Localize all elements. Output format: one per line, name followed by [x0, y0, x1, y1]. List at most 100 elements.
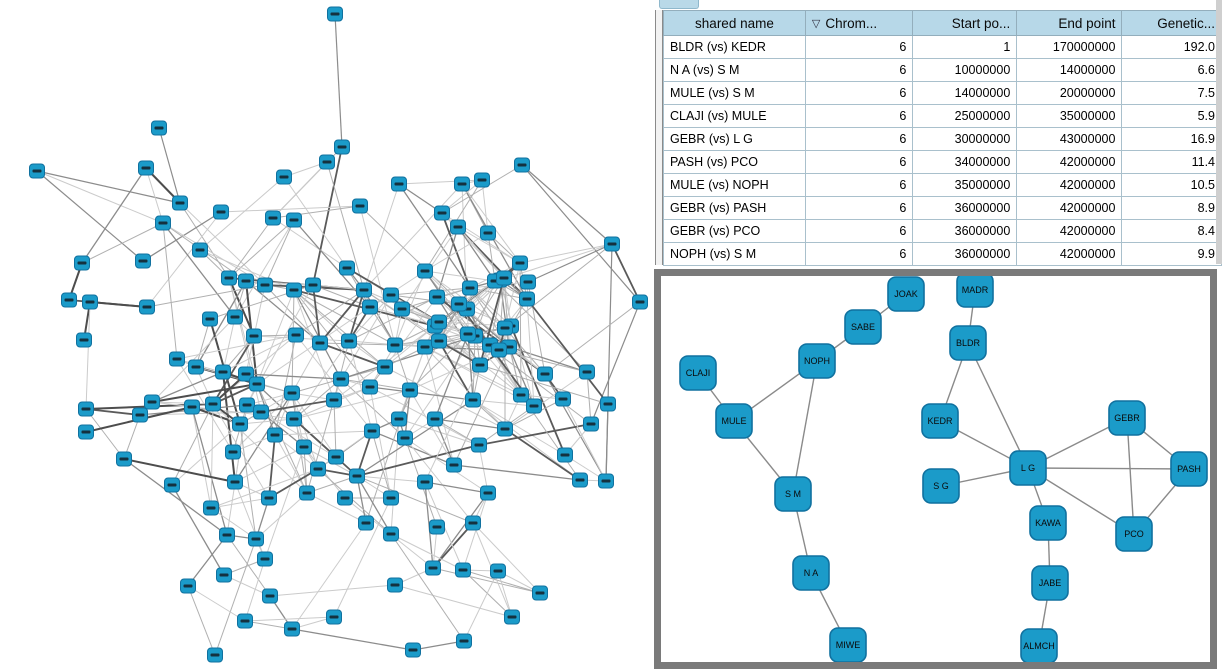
column-header-end_point[interactable]: End point: [1016, 10, 1123, 36]
large-network-node[interactable]: [221, 270, 237, 286]
large-network-node[interactable]: [496, 270, 512, 286]
table-row[interactable]: MULE (vs) NOPH 6 35000000 42000000 10.5: [663, 173, 1222, 197]
large-network-node[interactable]: [465, 392, 481, 408]
large-network-node[interactable]: [513, 387, 529, 403]
large-network-node[interactable]: [391, 176, 407, 192]
large-network-node[interactable]: [76, 332, 92, 348]
small-network-node-JABE[interactable]: JABE: [1031, 565, 1069, 601]
large-network-node[interactable]: [299, 485, 315, 501]
large-network-node[interactable]: [497, 320, 513, 336]
large-network-canvas[interactable]: [0, 0, 656, 669]
large-network-node[interactable]: [362, 379, 378, 395]
large-network-node[interactable]: [237, 613, 253, 629]
large-network-node[interactable]: [598, 473, 614, 489]
column-header-genetic[interactable]: Genetic...: [1121, 10, 1222, 36]
small-network-node-MIWE[interactable]: MIWE: [829, 627, 867, 662]
large-network-node[interactable]: [455, 562, 471, 578]
large-network-node[interactable]: [239, 397, 255, 413]
small-network-edge[interactable]: [792, 360, 818, 495]
large-network-node[interactable]: [327, 6, 343, 22]
large-network-node[interactable]: [471, 437, 487, 453]
large-network-node[interactable]: [472, 357, 488, 373]
filter-icon[interactable]: ▽: [811, 17, 821, 30]
large-network-node[interactable]: [425, 560, 441, 576]
table-row[interactable]: BLDR (vs) KEDR 6 1 170000000 192.0: [663, 35, 1222, 59]
large-network-node[interactable]: [480, 485, 496, 501]
large-network-node[interactable]: [328, 449, 344, 465]
large-network-node[interactable]: [261, 490, 277, 506]
small-network-edge[interactable]: [1126, 417, 1135, 535]
large-network-node[interactable]: [362, 299, 378, 315]
large-network-node[interactable]: [205, 396, 221, 412]
large-network-node[interactable]: [417, 474, 433, 490]
large-network-node[interactable]: [632, 294, 648, 310]
large-network-node[interactable]: [267, 427, 283, 443]
large-network-node[interactable]: [462, 280, 478, 296]
small-network-node-LG[interactable]: L G: [1009, 450, 1047, 486]
large-network-node[interactable]: [383, 287, 399, 303]
large-network-node[interactable]: [288, 327, 304, 343]
large-network-node[interactable]: [286, 411, 302, 427]
large-network-node[interactable]: [352, 198, 368, 214]
small-network-edge[interactable]: [967, 342, 1029, 469]
large-network-node[interactable]: [192, 242, 208, 258]
large-network-node[interactable]: [213, 204, 229, 220]
large-network-node[interactable]: [520, 274, 536, 290]
large-network-node[interactable]: [474, 172, 490, 188]
small-network-node-PCO[interactable]: PCO: [1115, 516, 1153, 552]
large-network-node[interactable]: [456, 633, 472, 649]
large-network-node[interactable]: [203, 500, 219, 516]
large-network-node[interactable]: [460, 326, 476, 342]
large-network-node[interactable]: [450, 219, 466, 235]
large-network-node[interactable]: [397, 430, 413, 446]
column-header-chromosome[interactable]: ▽ Chrom...: [804, 10, 914, 36]
large-network-node[interactable]: [583, 416, 599, 432]
small-network-node-MADR[interactable]: MADR: [956, 276, 994, 308]
large-network-node[interactable]: [227, 474, 243, 490]
large-network-node[interactable]: [480, 225, 496, 241]
large-network-node[interactable]: [253, 404, 269, 420]
large-network-node[interactable]: [202, 311, 218, 327]
large-network-node[interactable]: [61, 292, 77, 308]
large-network-node[interactable]: [356, 282, 372, 298]
table-row[interactable]: GEBR (vs) L G 6 30000000 43000000 16.9: [663, 127, 1222, 151]
large-network-node[interactable]: [391, 411, 407, 427]
small-network-node-KAWA[interactable]: KAWA: [1029, 505, 1067, 541]
large-network-node[interactable]: [383, 490, 399, 506]
large-network-node[interactable]: [349, 468, 365, 484]
large-network-node[interactable]: [497, 421, 513, 437]
large-network-node[interactable]: [387, 337, 403, 353]
small-network-node-SABE[interactable]: SABE: [844, 309, 882, 345]
large-network-node[interactable]: [451, 296, 467, 312]
large-network-node[interactable]: [305, 277, 321, 293]
large-network-node[interactable]: [132, 407, 148, 423]
large-network-node[interactable]: [249, 376, 265, 392]
large-network-node[interactable]: [454, 176, 470, 192]
large-network-node[interactable]: [155, 215, 171, 231]
small-network-node-KEDR[interactable]: KEDR: [921, 403, 959, 439]
large-network-node[interactable]: [188, 359, 204, 375]
large-network-node[interactable]: [238, 366, 254, 382]
large-network-node[interactable]: [339, 260, 355, 276]
large-network-node[interactable]: [465, 515, 481, 531]
large-network-node[interactable]: [429, 519, 445, 535]
large-network-node[interactable]: [532, 585, 548, 601]
large-network-node[interactable]: [135, 253, 151, 269]
large-network-node[interactable]: [341, 333, 357, 349]
small-network-node-JOAK[interactable]: JOAK: [887, 276, 925, 312]
small-network-node-SG[interactable]: S G: [922, 468, 960, 504]
large-network-node[interactable]: [151, 120, 167, 136]
large-network-node[interactable]: [286, 282, 302, 298]
large-network-node[interactable]: [334, 139, 350, 155]
large-network-node[interactable]: [431, 333, 447, 349]
large-network-node[interactable]: [490, 563, 506, 579]
table-row[interactable]: GEBR (vs) PASH 6 36000000 42000000 8.9: [663, 196, 1222, 220]
large-network-node[interactable]: [572, 472, 588, 488]
large-network-node[interactable]: [164, 477, 180, 493]
table-row[interactable]: N A (vs) S M 6 10000000 14000000 6.6: [663, 58, 1222, 82]
table-row[interactable]: PASH (vs) PCO 6 34000000 42000000 11.4: [663, 150, 1222, 174]
large-network-node[interactable]: [579, 364, 595, 380]
large-network-node[interactable]: [310, 461, 326, 477]
large-network-node[interactable]: [431, 314, 447, 330]
large-network-node[interactable]: [82, 294, 98, 310]
